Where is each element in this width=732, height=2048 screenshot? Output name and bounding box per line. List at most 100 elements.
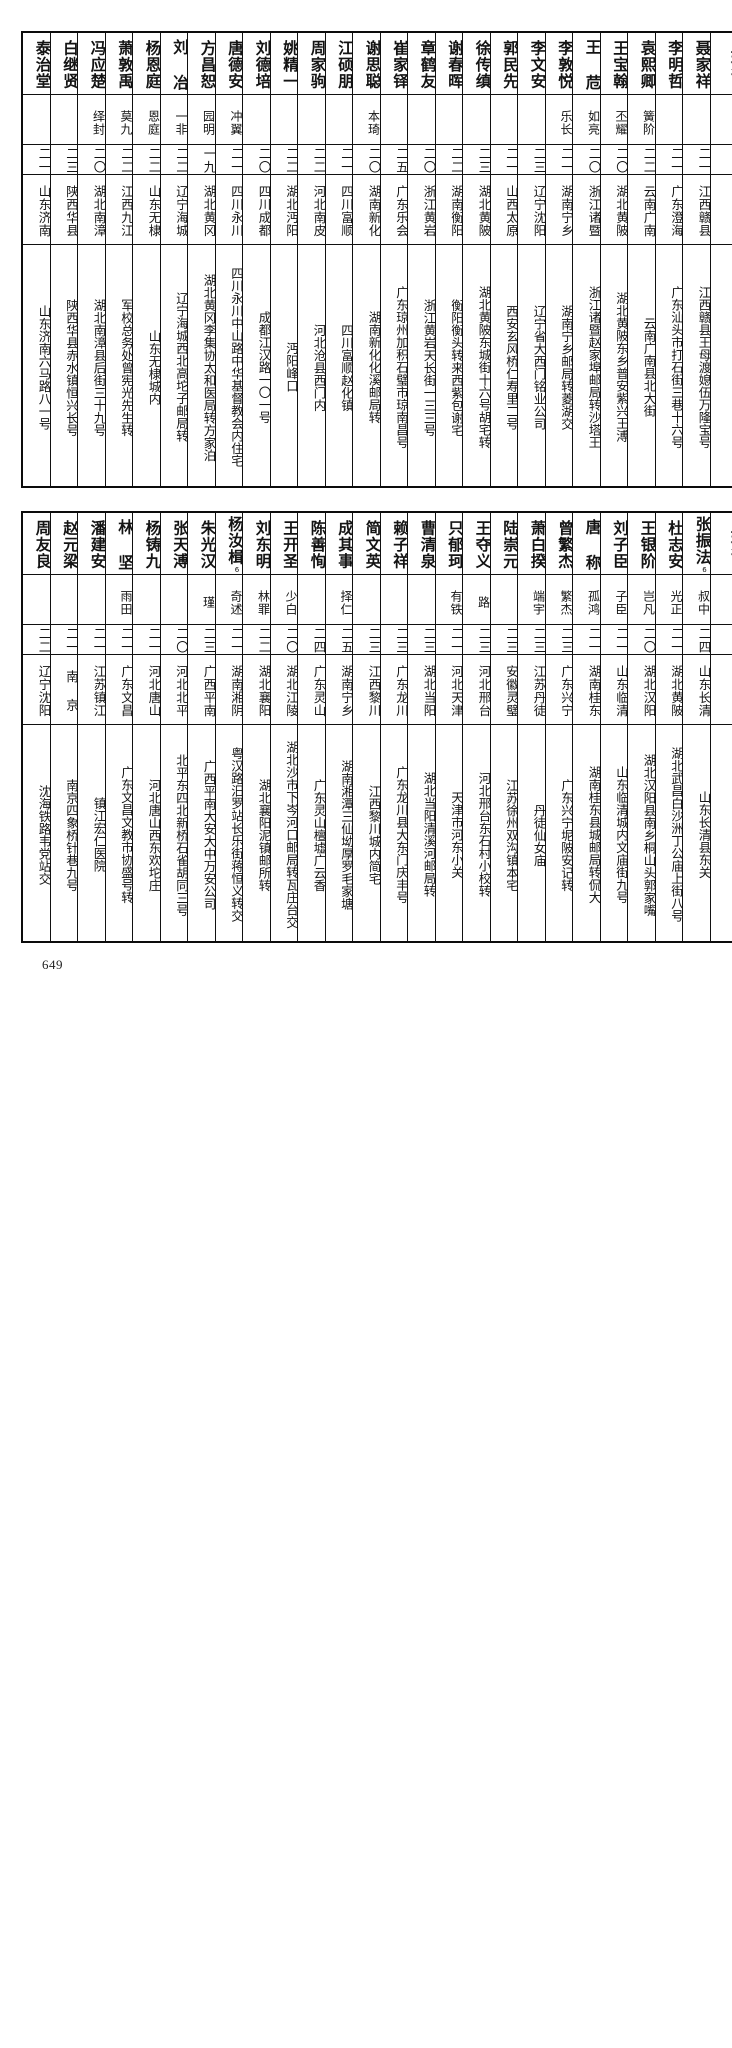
cell-alias: 孤鸿 xyxy=(573,574,601,624)
cell-age: 二二 xyxy=(160,144,188,174)
origin-text: 河北邢台 xyxy=(463,655,490,724)
cell-name: 王银阶 xyxy=(628,512,656,574)
cell-name: 萧敦禹 xyxy=(105,32,133,94)
row-header-origin: 籍贯 xyxy=(710,654,732,724)
cell-alias: 恩庭 xyxy=(133,94,161,144)
age-text: 二三 xyxy=(546,625,573,654)
alias-text xyxy=(381,575,408,624)
cell-address: 广东琼州加积石璧市琼南昌号 xyxy=(380,244,408,487)
cell-name: 曹清泉 xyxy=(408,512,436,574)
age-text: 二二 xyxy=(298,145,325,174)
row-header-address: 永久通讯处 xyxy=(710,724,732,942)
cell-address: 山东长清县东关 xyxy=(683,724,711,942)
cell-address: 广东文昌文教市协盛号转 xyxy=(105,724,133,942)
cell-origin: 广东文昌 xyxy=(105,654,133,724)
address-text: 湖北沙市下岑河口邮局转瓦庄台交 xyxy=(271,725,298,942)
age-text: 二一 xyxy=(106,625,133,654)
name-text: 崔家铎 xyxy=(381,33,408,94)
cell-age: 二二 xyxy=(628,144,656,174)
cell-name: 李敦悦 xyxy=(545,32,573,94)
alias-text: 一非 xyxy=(161,95,188,144)
cell-age: 二〇 xyxy=(628,624,656,654)
footnote-marker: 60 xyxy=(233,566,240,574)
name-text: 杨铸九 xyxy=(133,513,160,574)
cell-origin: 河北北平 xyxy=(160,654,188,724)
age-text: 二四 xyxy=(683,625,710,654)
origin-text: 南 京 xyxy=(51,655,78,724)
age-text: 二一 xyxy=(51,625,78,654)
cell-age: 二一 xyxy=(490,144,518,174)
cell-origin: 浙江诸暨 xyxy=(573,174,601,244)
age-text: 二〇 xyxy=(271,625,298,654)
address-text: 辽宁海城西北高坨子邮局转 xyxy=(161,245,188,487)
cell-name: 冯应楚 xyxy=(78,32,106,94)
cell-age: 二三 xyxy=(380,624,408,654)
origin-text: 湖南宁乡 xyxy=(546,175,573,244)
cell-origin: 江苏丹徒 xyxy=(518,654,546,724)
alias-text: 繁杰 xyxy=(546,575,573,624)
alias-text: 簧阶 xyxy=(628,95,655,144)
cell-origin: 广东灵山 xyxy=(298,654,326,724)
alias-text: 雨田 xyxy=(106,575,133,624)
origin-text: 湖北汉阳 xyxy=(628,655,655,724)
cell-name: 崔家铎 xyxy=(380,32,408,94)
cell-name: 张天溥 xyxy=(160,512,188,574)
cell-name: 杜志安 xyxy=(655,512,683,574)
address-text: 衡阳衡头转来西紫包谢宅 xyxy=(436,245,463,487)
address-text: 云南广南县北大街 xyxy=(628,245,655,487)
origin-text: 江西赣县 xyxy=(683,175,710,244)
cell-origin: 陕西华县 xyxy=(50,174,78,244)
origin-text: 湖南新化 xyxy=(353,175,380,244)
cell-alias: 择仁 xyxy=(325,574,353,624)
name-text: 成其事 xyxy=(326,513,353,574)
age-text: 二一 xyxy=(78,625,105,654)
address-text: 陕西华县赤水镇恒兴长号 xyxy=(51,245,78,487)
age-text: 二二 xyxy=(161,145,188,174)
cell-alias: 雨田 xyxy=(105,574,133,624)
cell-alias xyxy=(325,94,353,144)
row-header-label: 姓名 xyxy=(711,513,732,574)
origin-text: 云南广南 xyxy=(628,175,655,244)
cell-address: 江西黎川城内简宅 xyxy=(353,724,381,942)
address-text: 湖北武昌白沙洲丁公庙上街八号 xyxy=(656,725,683,942)
cell-origin: 湖北江陵 xyxy=(270,654,298,724)
row-origin: 山东济南陕西华县湖北南漳江西九江山东无棣辽宁海城湖北黄冈四川永川四川成都湖北沔阳… xyxy=(22,174,732,244)
origin-text: 河北南皮 xyxy=(298,175,325,244)
name-text: 李明哲 xyxy=(656,33,683,94)
origin-text: 浙江诸暨 xyxy=(573,175,600,244)
row-age: 二二二一二一二一二一二〇二三二一二二二〇二四二五二三二三二三二一二三二三二三二三… xyxy=(22,624,732,654)
cell-name: 郭民先 xyxy=(490,32,518,94)
cell-origin: 广西平南 xyxy=(188,654,216,724)
address-text: 广东龙川县大东门庆丰号 xyxy=(381,725,408,942)
cell-origin: 江苏镇江 xyxy=(78,654,106,724)
cell-address: 四川永川中山路中华基督教会内住宅 xyxy=(215,244,243,487)
cell-name: 陈善恂 xyxy=(298,512,326,574)
cell-alias: 少白 xyxy=(270,574,298,624)
cell-age: 一九 xyxy=(188,144,216,174)
cell-origin: 辽宁沈阳 xyxy=(518,174,546,244)
age-text: 二一 xyxy=(23,145,50,174)
origin-text: 辽宁沈阳 xyxy=(23,655,50,724)
address-text: 山东无棣城内 xyxy=(133,245,160,487)
name-text: 杨汝楫60 xyxy=(216,513,243,574)
cell-name: 姚精一 xyxy=(270,32,298,94)
name-text: 陈善恂 xyxy=(298,513,325,574)
cell-origin: 浙江黄岩 xyxy=(408,174,436,244)
cell-age: 二三 xyxy=(463,624,491,654)
cell-name: 李明哲 xyxy=(655,32,683,94)
address-text: 沈海铁路韦党站交 xyxy=(23,725,50,942)
alias-text xyxy=(133,575,160,624)
cell-alias xyxy=(270,94,298,144)
row-name: 泰治堂白继贤冯应楚萧敦禹杨恩庭刘 冶方昌恕唐德安刘德培姚精一周家驹江硕朋谢思聪崔… xyxy=(22,32,732,94)
origin-text: 山东长清 xyxy=(683,655,710,724)
cell-alias xyxy=(22,574,50,624)
age-text: 二三 xyxy=(518,625,545,654)
cell-alias xyxy=(408,94,436,144)
name-text: 简文英 xyxy=(353,513,380,574)
cell-age: 二〇 xyxy=(600,144,628,174)
cell-origin: 山西太原 xyxy=(490,174,518,244)
cell-alias xyxy=(490,94,518,144)
origin-text: 安徽灵璧 xyxy=(491,655,518,724)
name-text: 赵元梁 xyxy=(51,513,78,574)
origin-text: 江西黎川 xyxy=(353,655,380,724)
